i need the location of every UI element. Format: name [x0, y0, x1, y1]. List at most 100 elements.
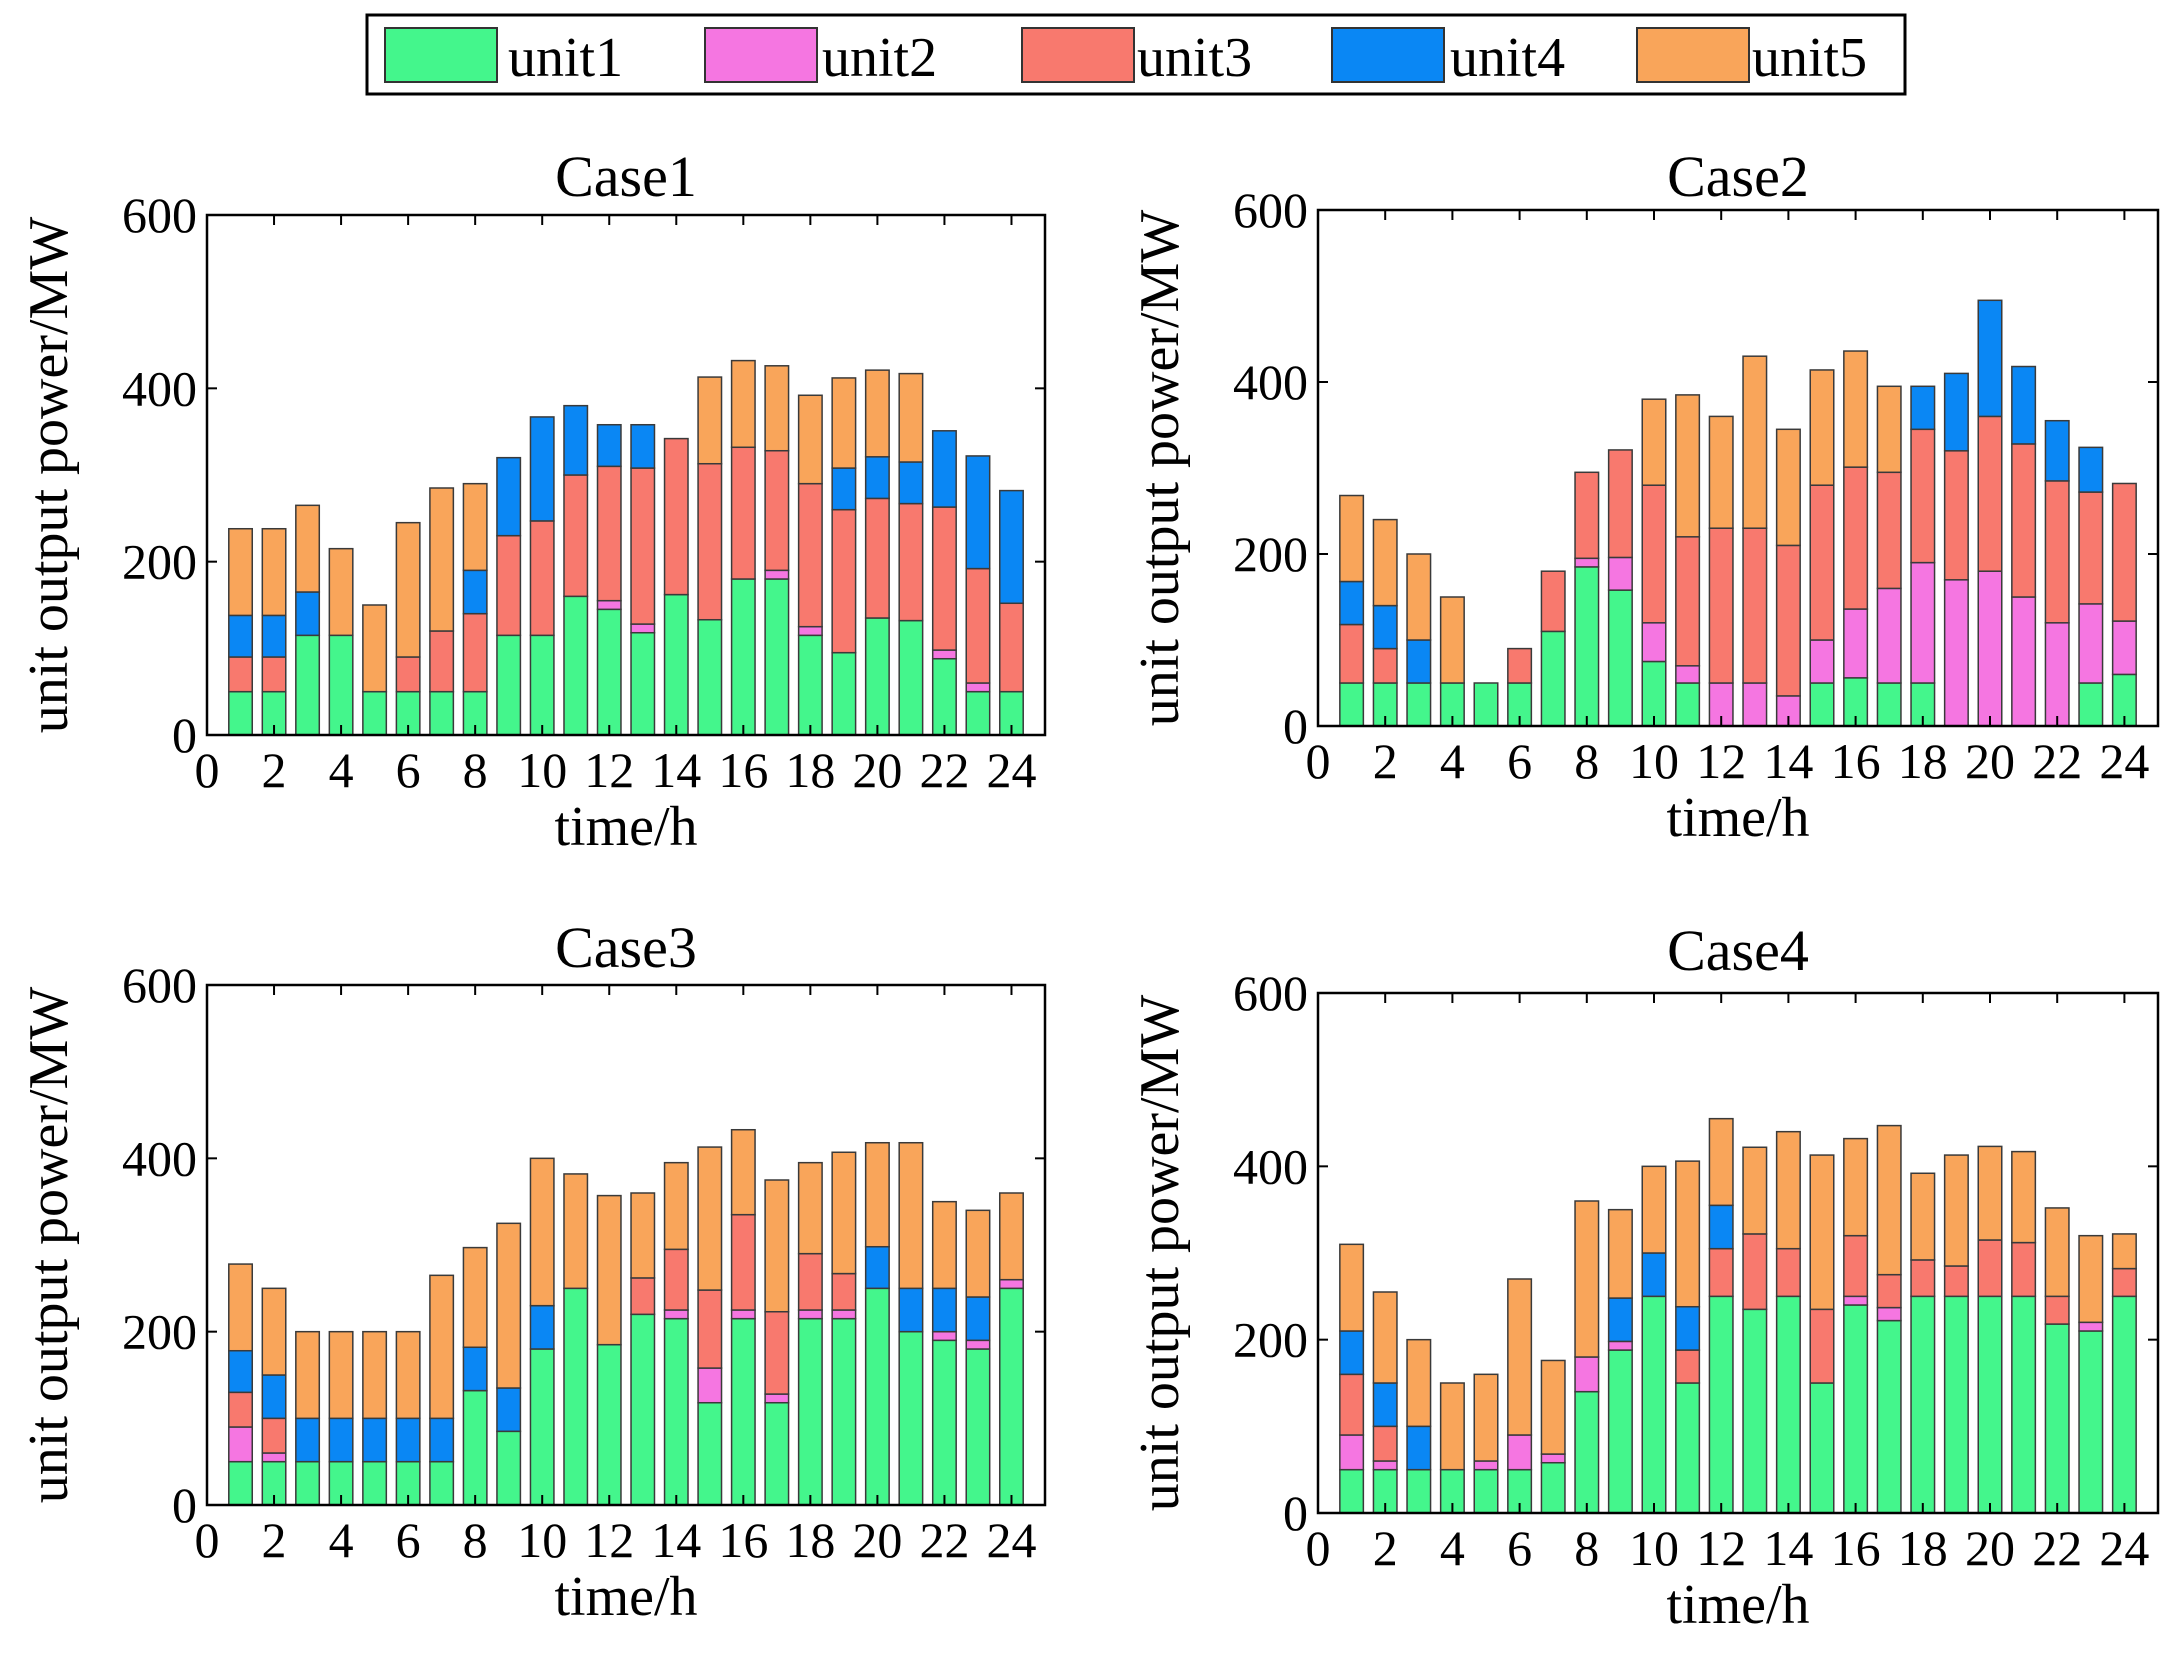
bar-unit4-t23 — [2078, 446, 2104, 493]
bar-unit3-t13 — [1742, 1233, 1768, 1311]
x-tick-label: 16 — [718, 1512, 768, 1568]
y-tick-label: 0 — [172, 1477, 197, 1533]
bar-unit3-t16 — [1843, 466, 1869, 610]
bar-unit5-t9 — [1607, 1208, 1633, 1299]
bar-unit2-t16 — [730, 1309, 756, 1320]
bar-unit1-t1 — [228, 690, 254, 736]
bar-unit2-t16 — [1843, 608, 1869, 679]
bar-unit5-t19 — [1943, 1154, 1969, 1267]
x-tick-label: 0 — [195, 742, 220, 798]
legend: unit1 unit2 unit3 unit4 unit5 — [365, 13, 1907, 96]
bar-unit3-t17 — [1876, 471, 1902, 590]
bar-unit5-t17 — [1876, 385, 1902, 474]
bar-unit5-t9 — [496, 1222, 522, 1389]
bar-unit1-t7 — [429, 690, 455, 736]
x-tick-label: 24 — [2099, 1520, 2149, 1576]
bar-unit3-t15 — [697, 1289, 723, 1369]
y-axis-title: unit output power/MW — [1129, 210, 1191, 727]
bar-unit5-t17 — [764, 1179, 790, 1313]
bar-unit3-t17 — [1876, 1273, 1902, 1309]
x-tick-label: 2 — [1373, 1520, 1398, 1576]
bar-unit3-t15 — [1809, 484, 1835, 641]
bar-unit3-t1 — [228, 1391, 254, 1428]
bar-unit2-t24 — [998, 1278, 1024, 1290]
bar-unit4-t12 — [1708, 1204, 1734, 1250]
x-tick-label: 14 — [651, 1512, 701, 1568]
panel-case1: 0 2 4 6 8 10 12 14 16 18 20 22 240200400600Case1time… — [18, 144, 1047, 858]
bar-unit3-t20 — [864, 497, 890, 619]
bar-unit1-t9 — [1607, 1349, 1633, 1514]
bar-unit4-t11 — [563, 404, 589, 476]
bar-unit2-t15 — [1809, 639, 1835, 684]
bar-unit1-t11 — [563, 595, 589, 736]
bar-unit5-t21 — [898, 372, 924, 463]
bar-unit2-t2 — [261, 1452, 287, 1463]
bar-unit4-t22 — [931, 430, 957, 508]
bar-unit3-t1 — [1339, 623, 1365, 684]
y-tick-label: 200 — [1233, 526, 1308, 582]
bar-unit2-t13 — [630, 623, 656, 634]
bar-unit1-t14 — [1775, 1295, 1801, 1514]
bar-unit5-t11 — [563, 1173, 589, 1290]
bar-unit4-t10 — [529, 416, 555, 522]
y-tick-label: 0 — [1283, 1485, 1308, 1541]
bar-unit1-t3 — [1406, 682, 1432, 727]
bar-unit1-t10 — [1641, 1295, 1667, 1514]
bar-unit4-t1 — [228, 614, 254, 658]
bar-unit4-t2 — [1372, 604, 1398, 650]
bar-unit3-t6 — [395, 656, 421, 693]
bar-unit3-t13 — [1742, 527, 1768, 684]
axes-frame — [205, 983, 1047, 1507]
legend-swatch-unit1 — [384, 27, 498, 83]
bar-unit4-t22 — [2044, 419, 2070, 482]
x-tick-label: 0 — [1306, 733, 1331, 789]
bar-unit1-t17 — [764, 578, 790, 736]
bar-unit1-t13 — [1742, 1308, 1768, 1514]
bar-unit2-t6 — [1507, 1434, 1533, 1471]
bar-unit2-t17 — [1876, 587, 1902, 684]
x-tick-label: 6 — [396, 1512, 421, 1568]
bar-unit1-t12 — [596, 1343, 622, 1506]
y-tick-label: 600 — [122, 187, 197, 243]
bars — [228, 359, 1024, 736]
bar-unit5-t5 — [1473, 1373, 1499, 1462]
bar-unit5-t12 — [1708, 1117, 1734, 1207]
bar-unit2-t9 — [1607, 1340, 1633, 1351]
bar-unit5-t15 — [1809, 1154, 1835, 1311]
bar-unit1-t9 — [1607, 589, 1633, 727]
bar-unit1-t22 — [931, 657, 957, 736]
bar-unit4-t9 — [496, 1387, 522, 1433]
bar-unit3-t18 — [797, 1252, 823, 1311]
x-tick-label: 2 — [262, 742, 287, 798]
bar-unit3-t6 — [1507, 647, 1533, 684]
bar-unit2-t17 — [764, 569, 790, 580]
x-tick-label: 24 — [986, 1512, 1036, 1568]
bar-unit1-t21 — [898, 1330, 924, 1506]
x-tick-label: 8 — [463, 742, 488, 798]
bar-unit4-t19 — [1943, 372, 1969, 452]
y-tick-label: 600 — [1233, 965, 1308, 1021]
bar-unit3-t21 — [2011, 443, 2037, 598]
bar-unit4-t13 — [630, 423, 656, 469]
x-tick-label: 14 — [1763, 1520, 1813, 1576]
bar-unit5-t8 — [462, 482, 488, 572]
bar-unit2-t24 — [2111, 620, 2137, 676]
bar-unit2-t18 — [797, 625, 823, 637]
x-tick-label: 12 — [1696, 1520, 1746, 1576]
bar-unit2-t22 — [931, 649, 957, 660]
bars — [228, 1128, 1024, 1506]
x-tick-label: 2 — [1373, 733, 1398, 789]
bar-unit5-t12 — [596, 1194, 622, 1346]
bar-unit2-t23 — [2078, 603, 2104, 684]
bar-unit5-t18 — [1910, 1172, 1936, 1261]
bar-unit4-t8 — [462, 569, 488, 615]
x-tick-label: 4 — [329, 742, 354, 798]
x-tick-label: 4 — [1440, 733, 1465, 789]
bar-unit3-t21 — [898, 502, 924, 622]
bar-unit3-t10 — [529, 520, 555, 637]
bar-unit4-t1 — [228, 1349, 254, 1394]
bar-unit3-t17 — [764, 449, 790, 572]
bar-unit3-t19 — [831, 1272, 857, 1311]
bars — [1339, 1117, 2137, 1514]
bar-unit2-t20 — [1977, 570, 2003, 727]
